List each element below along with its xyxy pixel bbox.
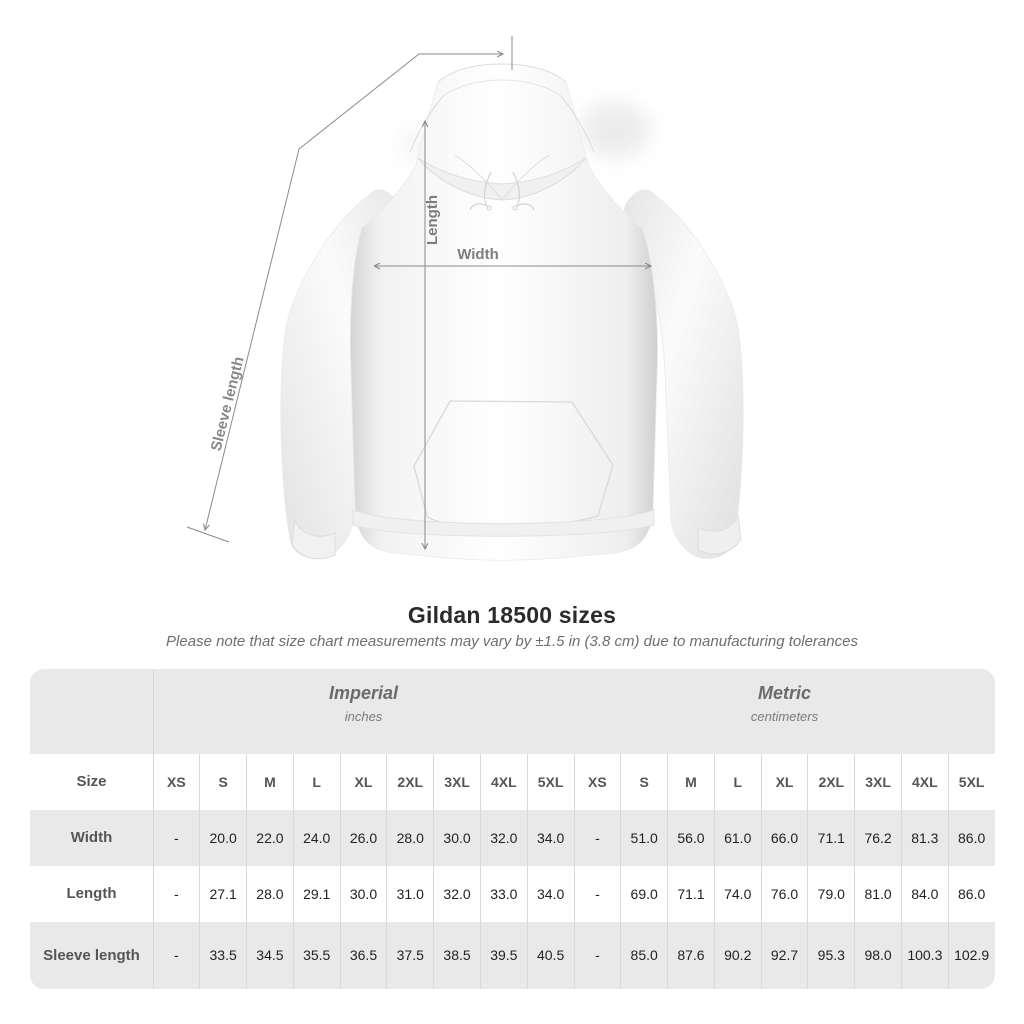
svg-text:Sleeve length: Sleeve length (208, 355, 248, 453)
svg-text:Width: Width (457, 246, 499, 263)
svg-text:Length: Length (424, 195, 441, 245)
